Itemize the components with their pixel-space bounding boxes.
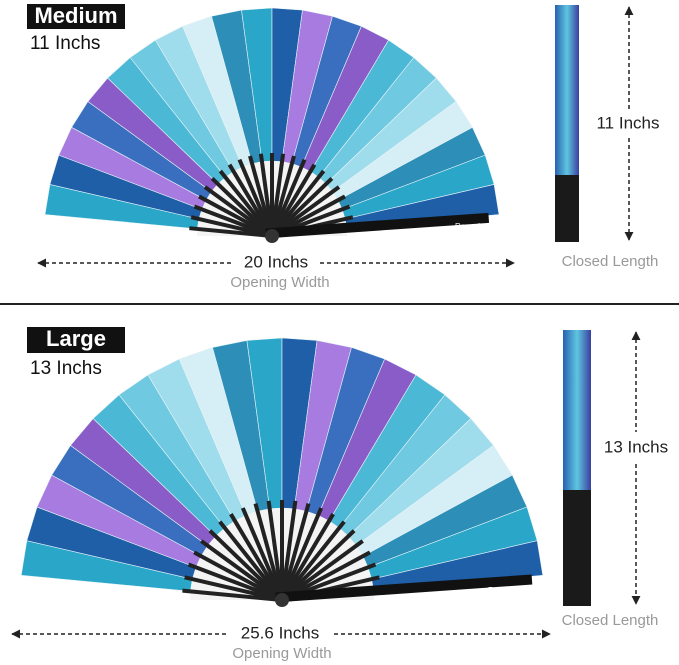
fan-stick: [280, 500, 298, 601]
brand: Raveahem: [455, 222, 494, 231]
closed-length: 13 Inchs: [604, 437, 668, 456]
brand: Raveahem: [488, 586, 527, 595]
fan-stick: [240, 507, 284, 601]
fan-stick: [280, 507, 324, 601]
fan-stick: [182, 588, 283, 602]
closed-caption: Closed Length: [562, 253, 659, 270]
width-caption: Opening Width: [230, 274, 329, 291]
fan-base: [265, 212, 490, 239]
fan-stick: [184, 575, 283, 602]
size-tag: [27, 4, 125, 29]
size-tag: [27, 327, 125, 353]
fan-stick: [200, 539, 284, 602]
fan-medium: [44, 7, 500, 243]
fan-base: [275, 574, 533, 603]
fan-pin: [275, 593, 289, 607]
fan-stick: [208, 529, 284, 602]
fan-stick: [187, 562, 283, 602]
size-label: Medium: [34, 3, 117, 28]
closed-fan: [563, 330, 591, 490]
opening-width: 25.6 Inchs: [241, 623, 319, 642]
fan-pin: [265, 229, 279, 243]
fan-stick: [193, 550, 283, 602]
fan-stick: [218, 520, 284, 602]
fan-stick: [280, 503, 311, 601]
closed-fan-sticks: [555, 175, 579, 242]
fan-stick: [280, 513, 335, 602]
size-label: Large: [46, 326, 106, 351]
fan-large: [20, 337, 544, 607]
closed-fan-sticks: [563, 490, 591, 606]
fan-stick: [266, 500, 284, 601]
closed-fan: [555, 5, 579, 175]
fan-stick: [253, 503, 284, 601]
fan-stick: [229, 513, 284, 602]
opening-width: 20 Inchs: [244, 252, 308, 271]
width-caption: Opening Width: [232, 645, 331, 662]
fan-stick: [280, 529, 356, 602]
closed-caption: Closed Length: [562, 612, 659, 629]
closed-length: 11 Inchs: [596, 113, 659, 132]
fan-length: 11 Inchs: [30, 33, 100, 54]
fan-stick: [280, 539, 364, 602]
fan-stick: [280, 520, 346, 602]
fan-length: 13 Inchs: [30, 358, 102, 379]
